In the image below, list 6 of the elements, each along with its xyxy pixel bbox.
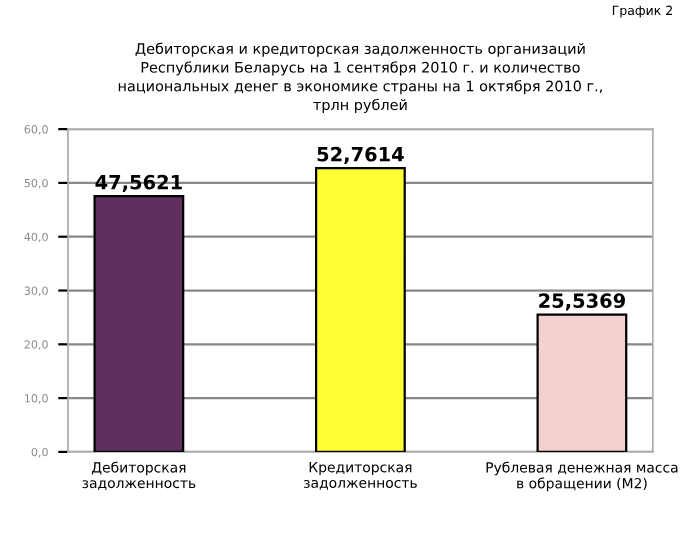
data-label: 52,7614 [317, 146, 404, 164]
bar [93, 194, 185, 452]
data-label: 47,5621 [95, 174, 182, 192]
bar [314, 166, 406, 452]
data-label: 25,5369 [539, 293, 625, 311]
bar [536, 313, 628, 452]
